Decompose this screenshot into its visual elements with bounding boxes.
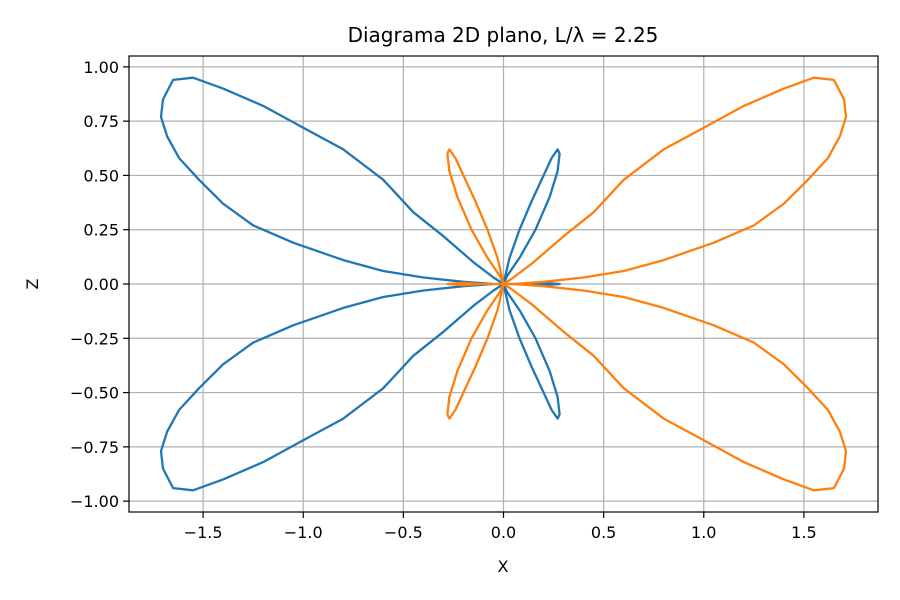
x-tick-label: −0.5 <box>384 523 423 542</box>
chart-title: Diagrama 2D plano, L/λ = 2.25 <box>348 23 659 47</box>
series-layer <box>159 76 848 492</box>
y-axis-label: Z <box>23 278 42 289</box>
y-tick-label: −0.50 <box>70 384 119 403</box>
y-tick-label: 0.75 <box>83 112 119 131</box>
y-tick-label: 0.50 <box>83 166 119 185</box>
series-line-1 <box>159 76 561 492</box>
y-tick-label: 1.00 <box>83 58 119 77</box>
y-tick-label: −0.75 <box>70 438 119 457</box>
y-tick-label: 0.00 <box>83 275 119 294</box>
grid <box>129 56 878 512</box>
x-tick-label: 0.5 <box>591 523 616 542</box>
series-line-2 <box>446 76 848 492</box>
x-tick-label: 0.0 <box>491 523 516 542</box>
ticks: −1.5 −1.0 −0.5 0.0 0.5 1.0 1.5 −1.00 −0.75 −0.50 −… <box>70 58 817 542</box>
x-tick-label: −1.5 <box>184 523 223 542</box>
x-tick-label: 1.5 <box>791 523 816 542</box>
x-tick-label: −1.0 <box>284 523 323 542</box>
y-tick-label: 0.25 <box>83 221 119 240</box>
y-tick-label: −1.00 <box>70 492 119 511</box>
x-tick-label: 1.0 <box>691 523 716 542</box>
x-axis-label: X <box>498 557 509 576</box>
y-tick-label: −0.25 <box>70 329 119 348</box>
